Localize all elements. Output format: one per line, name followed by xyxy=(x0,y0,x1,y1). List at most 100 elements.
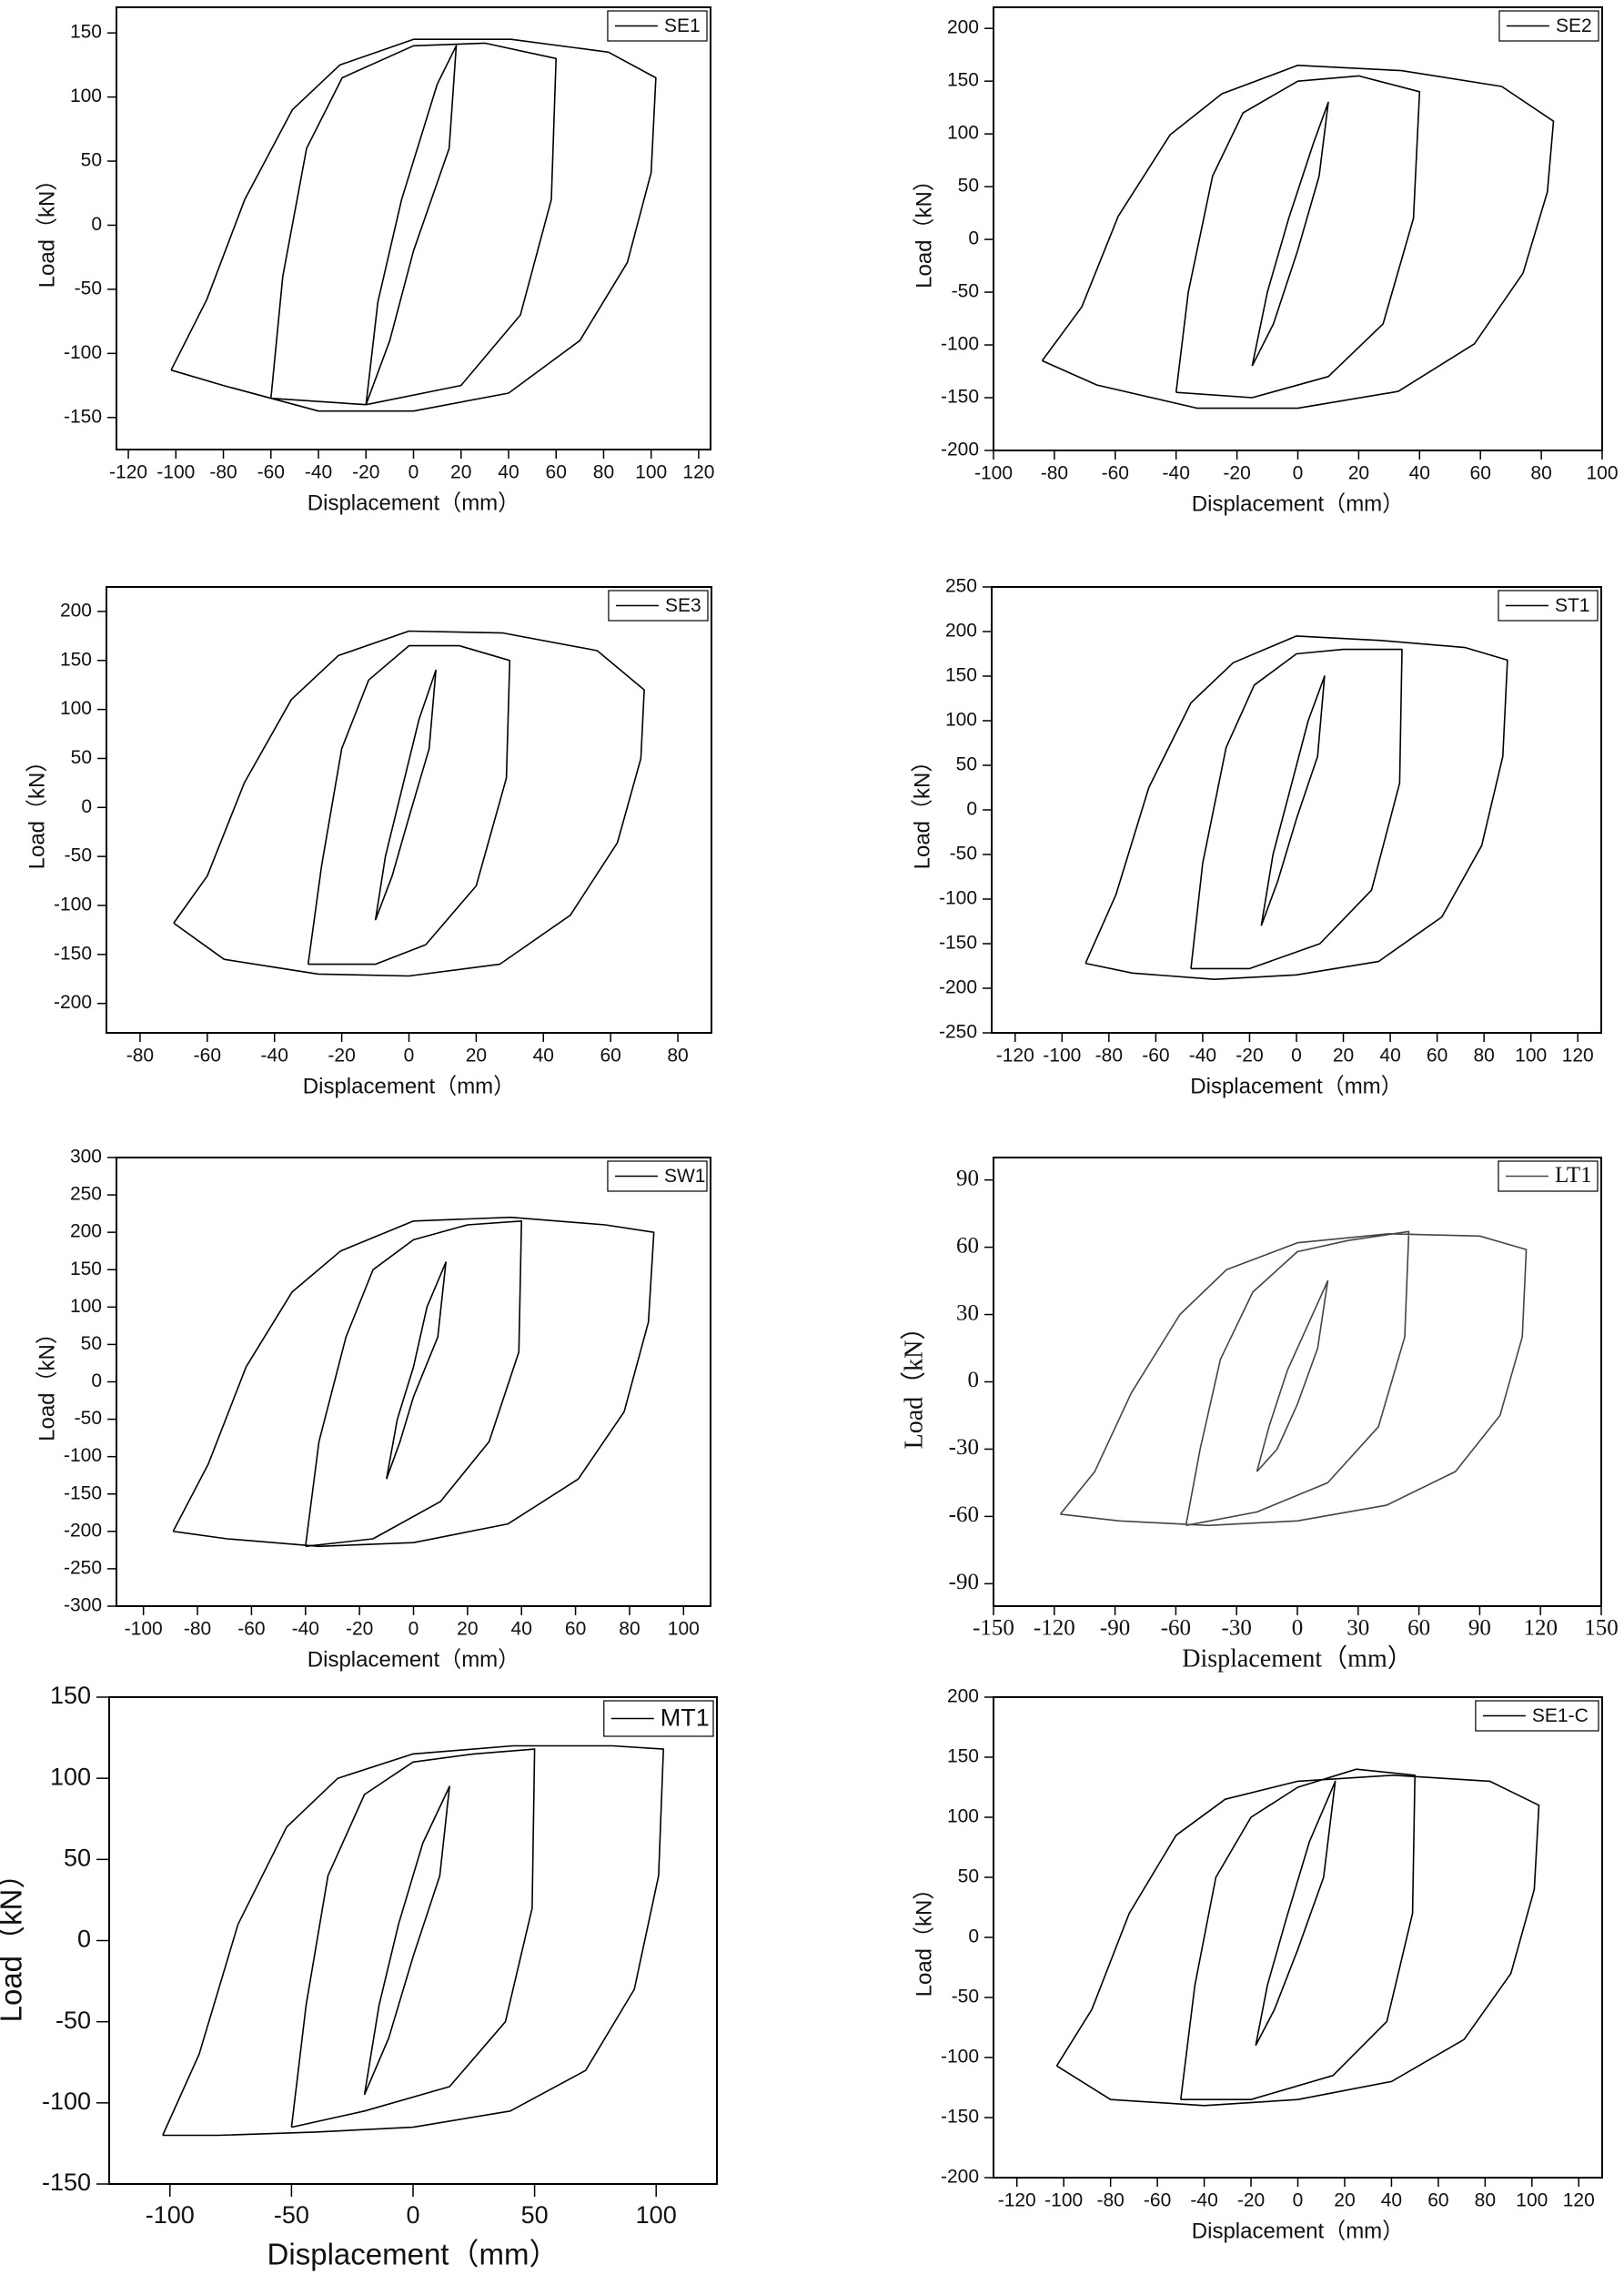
x-tick-label: -20 xyxy=(352,462,379,483)
x-tick-label: -80 xyxy=(184,1619,211,1640)
hysteresis-curve xyxy=(1084,635,1508,980)
y-tick-label: -90 xyxy=(949,1570,979,1594)
x-tick-label: -40 xyxy=(1189,1046,1216,1067)
x-tick-label: -40 xyxy=(1163,463,1190,484)
y-tick-label: 200 xyxy=(947,17,979,38)
y-tick-label: -150 xyxy=(54,943,92,964)
chart-panel: -80 -60 -40 -20 0 20 40 60 80-200-150-100-500501… xyxy=(25,586,712,1098)
y-tick-label: -100 xyxy=(939,888,977,909)
hysteresis-curve xyxy=(162,1744,664,2137)
x-tick-label: -120 xyxy=(109,462,147,483)
y-tick-label: 150 xyxy=(947,70,979,91)
x-tick-label: 120 xyxy=(682,462,714,483)
y-tick-label: 250 xyxy=(70,1184,102,1205)
x-tick-label: 20 xyxy=(1333,1046,1354,1067)
x-tick-label: -30 xyxy=(1222,1616,1252,1641)
chart-panel: -150 -120 -90 -60 -30 0 30 60 90 120 150 -90 -60 -30 0… xyxy=(899,1157,1619,1673)
x-tick-label: 90 xyxy=(1468,1616,1491,1641)
x-tick-label: 80 xyxy=(1473,1046,1494,1067)
x-tick-label: 0 xyxy=(1293,463,1304,484)
legend-label: LT1 xyxy=(1555,1163,1592,1188)
y-tick-label: 50 xyxy=(71,747,92,768)
y-tick-label: -150 xyxy=(941,2107,979,2128)
y-tick-label: -250 xyxy=(64,1557,102,1578)
y-tick-label: -50 xyxy=(65,845,92,866)
y-tick-label: 60 xyxy=(956,1233,979,1258)
x-tick-label: -80 xyxy=(1095,1046,1123,1067)
hysteresis-curve xyxy=(1055,1768,1540,2107)
chart-panel: -100 -50 0 50 100 -150 -100 -50 0 50 100 150 Displac… xyxy=(0,1682,718,2271)
y-tick-label: 200 xyxy=(945,621,977,642)
plot-area xyxy=(1084,635,1508,980)
x-tick-label: -60 xyxy=(1161,1616,1191,1641)
x-tick-label: 50 xyxy=(521,2201,549,2229)
x-tick-label: -60 xyxy=(237,1619,265,1640)
plot-area xyxy=(162,1744,664,2137)
y-tick-label: 300 xyxy=(70,1147,102,1168)
x-tick-label: -100 xyxy=(156,462,195,483)
y-tick-label: 100 xyxy=(945,710,977,731)
legend-label: ST1 xyxy=(1555,595,1590,616)
x-tick-label: -20 xyxy=(1223,463,1250,484)
y-tick-label: 200 xyxy=(947,1686,979,1707)
y-axis-label: Load（kN） xyxy=(910,751,934,870)
x-tick-label: 40 xyxy=(1379,1046,1400,1067)
x-tick-label: 60 xyxy=(600,1046,620,1067)
y-tick-label: 0 xyxy=(91,1370,102,1391)
x-tick-label: 120 xyxy=(1563,2190,1595,2211)
plot-frame xyxy=(116,6,711,450)
plot-frame xyxy=(993,6,1603,451)
y-tick-label: -50 xyxy=(952,281,979,302)
y-tick-label: 150 xyxy=(50,1682,91,1709)
y-tick-label: 0 xyxy=(968,1926,979,1947)
chart-panel: -100 -80 -60 -40 -20 0 20 40 60 80 100-300-250-200… xyxy=(35,1147,711,1672)
x-tick-label: -150 xyxy=(973,1616,1014,1641)
x-tick-label: -120 xyxy=(1034,1616,1075,1641)
x-tick-label: 60 xyxy=(546,462,567,483)
y-tick-label: -150 xyxy=(64,1482,102,1503)
x-tick-label: 100 xyxy=(636,2201,677,2229)
y-tick-label: -250 xyxy=(939,1022,977,1043)
plot-frame xyxy=(993,1696,1603,2179)
x-axis-label: Displacement（mm） xyxy=(1192,491,1404,516)
y-tick-label: 50 xyxy=(64,1844,91,1871)
y-tick-label: -100 xyxy=(64,1445,102,1466)
x-axis-label: Displacement（mm） xyxy=(308,490,519,515)
x-tick-label: 40 xyxy=(533,1046,554,1067)
plot-frame xyxy=(106,586,712,1034)
x-tick-label: -120 xyxy=(998,2190,1036,2211)
x-tick-label: 20 xyxy=(450,462,471,483)
y-tick-label: 50 xyxy=(956,754,977,775)
x-tick-label: 60 xyxy=(1407,1616,1430,1641)
y-tick-label: -50 xyxy=(75,278,102,298)
y-tick-label: -100 xyxy=(42,2088,91,2115)
x-tick-label: 40 xyxy=(511,1619,532,1640)
x-tick-label: -40 xyxy=(261,1046,288,1067)
x-tick-label: 80 xyxy=(1530,463,1551,484)
x-tick-label: -80 xyxy=(1041,463,1068,484)
y-axis-label: Load（kN） xyxy=(912,1878,936,1997)
x-tick-label: -20 xyxy=(346,1619,373,1640)
x-tick-label: -80 xyxy=(126,1046,154,1067)
y-tick-label: 200 xyxy=(60,600,92,621)
x-tick-label: 20 xyxy=(457,1619,478,1640)
y-tick-label: 250 xyxy=(945,576,977,597)
y-tick-label: 50 xyxy=(81,1333,102,1354)
x-tick-label: -40 xyxy=(1190,2190,1217,2211)
y-axis-label: Load（kN） xyxy=(0,1859,28,2023)
y-tick-label: 150 xyxy=(945,665,977,686)
x-tick-label: 0 xyxy=(406,2201,419,2229)
x-axis-label: Displacement（mm） xyxy=(303,1074,515,1098)
x-tick-label: 100 xyxy=(668,1619,700,1640)
x-tick-label: 60 xyxy=(1427,1046,1447,1067)
chart-panel: -120 -100 -80 -60 -40 -20 0 20 40 60 80 100 120-250-… xyxy=(910,576,1602,1098)
y-axis-label: Load（kN） xyxy=(912,169,936,288)
plot-area xyxy=(1059,1230,1528,1527)
x-tick-label: 0 xyxy=(1293,2190,1304,2211)
y-tick-label: 0 xyxy=(968,228,979,249)
x-axis-label: Displacement（mm） xyxy=(1182,1643,1413,1673)
y-tick-label: 150 xyxy=(70,22,102,43)
y-tick-label: 0 xyxy=(77,1926,91,1953)
y-tick-label: -50 xyxy=(952,1987,979,2007)
